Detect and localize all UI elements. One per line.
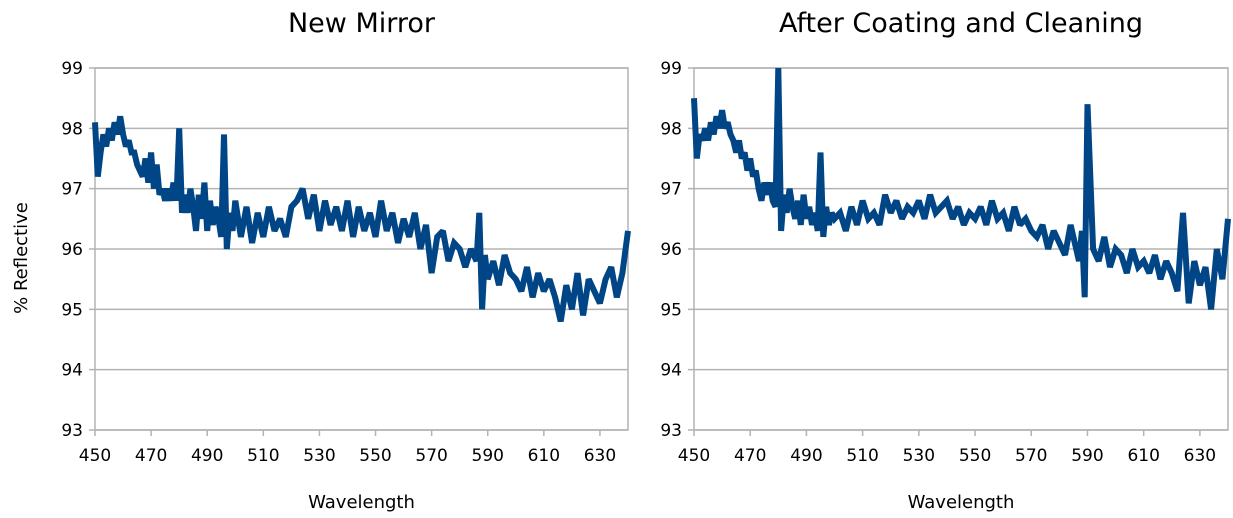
- series-line: [691, 67, 1231, 310]
- x-tick-label: 490: [790, 446, 822, 466]
- x-tick-label: 530: [903, 446, 935, 466]
- x-tick-label: 470: [135, 446, 167, 466]
- y-tick-label: 93: [61, 421, 83, 441]
- x-tick-label: 550: [959, 446, 991, 466]
- y-tick-label: 98: [660, 119, 682, 139]
- x-tick-label: 510: [247, 446, 279, 466]
- x-tick-label: 570: [1015, 446, 1047, 466]
- x-axis-label: Wavelength: [908, 492, 1015, 513]
- y-tick-label: 93: [660, 421, 682, 441]
- x-tick-label: 590: [1071, 446, 1103, 466]
- y-tick-label: 99: [660, 59, 682, 79]
- y-tick-label: 95: [660, 300, 682, 320]
- chart-new-mirror: New Mirror 93 94 95 96 97 98 99 450 470 490 510 530 5…: [61, 8, 631, 513]
- x-tick-label: 610: [1127, 446, 1159, 466]
- y-tick-label: 96: [660, 240, 682, 260]
- x-axis-label: Wavelength: [308, 492, 415, 513]
- y-axis-label: % Reflective: [11, 202, 32, 314]
- chart-title: After Coating and Cleaning: [779, 8, 1143, 39]
- y-tick-label: 98: [61, 119, 83, 139]
- x-tick-label: 470: [734, 446, 766, 466]
- y-tick-label: 99: [61, 59, 83, 79]
- y-tick-label: 97: [61, 180, 83, 200]
- x-tick-label: 450: [79, 446, 111, 466]
- x-tick-label: 510: [846, 446, 878, 466]
- x-tick-label: 590: [472, 446, 504, 466]
- chart-after-coating-and-cleaning: After Coating and Cleaning 93 94 95 96 97 98 99…: [660, 8, 1231, 513]
- x-tick-label: 630: [584, 446, 616, 466]
- x-tick-label: 530: [303, 446, 335, 466]
- y-tick-label: 95: [61, 300, 83, 320]
- x-tick-label: 450: [678, 446, 710, 466]
- x-tick-label: 490: [191, 446, 223, 466]
- chart-title: New Mirror: [288, 8, 436, 39]
- x-tick-label: 610: [528, 446, 560, 466]
- series-line: [92, 115, 631, 323]
- y-tick-label: 97: [660, 180, 682, 200]
- y-tick-label: 96: [61, 240, 83, 260]
- x-tick-label: 550: [359, 446, 391, 466]
- y-tick-label: 94: [61, 361, 83, 381]
- y-tick-label: 94: [660, 361, 682, 381]
- x-tick-label: 570: [415, 446, 447, 466]
- x-tick-label: 630: [1184, 446, 1216, 466]
